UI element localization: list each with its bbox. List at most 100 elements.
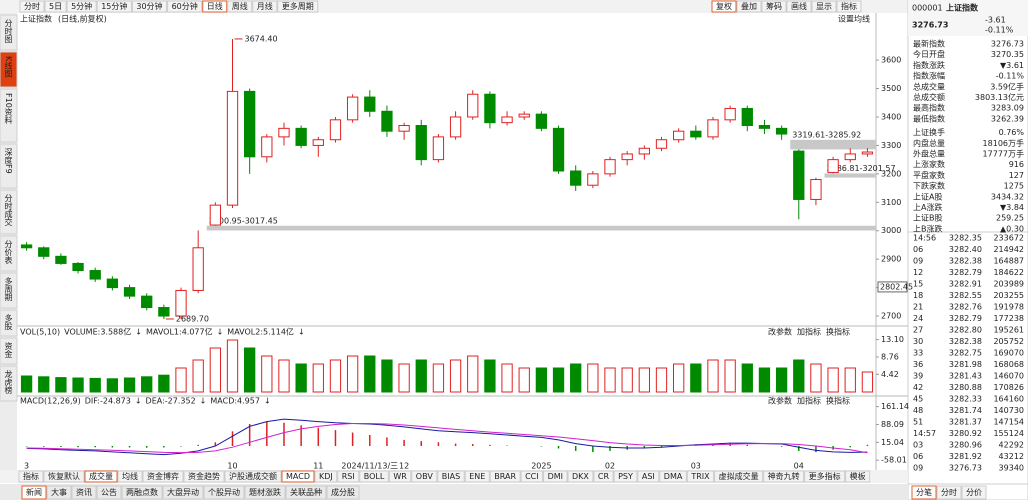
nav-tab[interactable]: 成分股 <box>331 487 355 497</box>
tool-tab[interactable]: 显示 <box>816 2 832 11</box>
indicator-tab[interactable]: DKX <box>572 472 589 481</box>
nav-tab[interactable]: 新闻 <box>26 487 42 497</box>
indicator-tab[interactable]: 更多指标 <box>809 471 841 481</box>
period-tab[interactable]: 月线 <box>257 1 273 11</box>
indicator-tab[interactable]: KDJ <box>319 472 333 481</box>
sidebar-item[interactable]: 多周期 <box>4 276 13 302</box>
indicator-tab[interactable]: MACD <box>286 472 310 481</box>
indicator-tab[interactable]: 资金博弈 <box>147 471 179 481</box>
indicator-tab[interactable]: 资金趋势 <box>188 471 220 481</box>
indicator-tab[interactable]: CR <box>598 472 610 481</box>
period-tab[interactable]: 5日 <box>49 2 62 11</box>
volume-bar <box>775 367 788 393</box>
period-tab[interactable]: 更多周期 <box>282 1 314 11</box>
candle-body <box>449 116 462 138</box>
panel-button[interactable]: 加指标 <box>797 327 821 337</box>
panel-button[interactable]: 改参数 <box>768 327 792 337</box>
period-tab[interactable]: 30分钟 <box>136 1 162 11</box>
indicator-tab[interactable]: BOLL <box>364 472 385 481</box>
indicator-tab[interactable]: TRIX <box>690 472 710 481</box>
stat-label: 指数涨跌 <box>913 60 945 70</box>
indicator-tab[interactable]: 均线 <box>122 471 138 481</box>
quote-tab[interactable]: 分时 <box>941 487 957 497</box>
sidebar-item[interactable]: 深度F9 <box>4 148 13 174</box>
indicator-tab-box <box>489 470 521 483</box>
indicator-tab-box <box>117 470 143 483</box>
tool-tab[interactable]: 指标 <box>841 1 857 11</box>
candle-body <box>141 295 153 309</box>
panel-button[interactable]: 加指标 <box>797 396 821 406</box>
nav-tab[interactable]: 个股异动 <box>208 487 240 497</box>
tick-time: 48 <box>913 406 923 415</box>
indicator-tab[interactable]: ENE <box>469 472 485 481</box>
nav-tab[interactable]: 题材涨跌 <box>249 487 281 497</box>
nav-tab[interactable]: 资讯 <box>76 487 92 497</box>
tool-tab[interactable]: 画线 <box>791 1 807 11</box>
period-tab-box <box>66 0 97 13</box>
indicator-tab[interactable]: CCI <box>525 472 539 481</box>
quote-tab-box <box>961 485 987 500</box>
nav-tab[interactable]: 两融点数 <box>126 487 158 497</box>
sidebar-item[interactable]: 龙虎榜 <box>4 369 13 395</box>
indicator-tab[interactable]: DMI <box>548 472 563 481</box>
sidebar-item[interactable]: 分时图 <box>4 19 13 44</box>
tool-tab[interactable]: 叠加 <box>741 1 757 11</box>
indicator-tab[interactable]: ASI <box>642 472 655 481</box>
nav-tab[interactable]: 大事 <box>51 487 67 497</box>
sidebar-item[interactable]: 分价表 <box>4 240 13 265</box>
volume-bar <box>518 367 530 393</box>
volume-bar <box>398 363 410 393</box>
panel-button[interactable]: 改参数 <box>768 396 792 406</box>
sidebar-item[interactable]: 分时成交 <box>4 194 13 227</box>
sidebar-item[interactable]: 多股 <box>4 313 13 331</box>
nav-tab[interactable]: 大盘异动 <box>167 487 199 497</box>
indicator-tab[interactable]: 指标 <box>23 471 39 481</box>
tick-time: 36 <box>913 360 923 369</box>
stat-label: 最低指数 <box>913 113 945 123</box>
period-tab[interactable]: 15分钟 <box>101 1 127 11</box>
indicator-tab[interactable]: 沪股通成交额 <box>229 471 277 481</box>
indicator-tab[interactable]: 神奇九转 <box>768 471 800 481</box>
quote-tab[interactable]: 分价 <box>966 488 982 497</box>
period-tab[interactable]: 周线 <box>232 1 248 11</box>
candle-body <box>844 153 856 161</box>
indicator-tab[interactable]: 模板 <box>850 471 866 481</box>
sidebar-item[interactable]: K线图 <box>4 56 13 78</box>
indicator-tab[interactable]: DMA <box>664 472 683 481</box>
volume-bar <box>741 363 753 393</box>
sidebar-item[interactable]: 资金 <box>4 341 13 358</box>
indicator-tab[interactable]: 恢复默认 <box>48 471 80 481</box>
indicator-tab-box <box>567 470 594 483</box>
indicator-header: ↓ <box>298 328 305 337</box>
indicator-tab[interactable]: BIAS <box>442 472 460 481</box>
stat-label: 外盘总量 <box>913 149 945 159</box>
indicator-tab[interactable]: 虚拟成交量 <box>719 471 759 481</box>
indicator-tab[interactable]: RSI <box>342 472 355 481</box>
period-tab[interactable]: 5分钟 <box>71 1 92 11</box>
tool-tab[interactable]: 复权 <box>716 1 732 11</box>
period-tab[interactable]: 分时 <box>24 1 40 11</box>
nav-tab-box <box>326 485 360 500</box>
sidebar-item[interactable]: F10资料 <box>4 93 13 125</box>
nav-tab[interactable]: 关联品种 <box>290 487 322 497</box>
indicator-tab[interactable]: BRAR <box>494 472 516 481</box>
tick-time: 51 <box>913 418 923 427</box>
indicator-header: DEA:-27.352 <box>146 397 196 406</box>
indicator-tab[interactable]: OBV <box>416 472 434 481</box>
panel-button[interactable]: 换指标 <box>826 327 850 337</box>
indicator-tab[interactable]: 成交量 <box>89 471 113 481</box>
ma-setting[interactable]: 设置均线 <box>838 14 870 24</box>
indicator-tab[interactable]: PSY <box>618 472 633 481</box>
nav-tab[interactable]: 公告 <box>101 487 117 497</box>
quote-tab[interactable]: 分笔 <box>916 487 932 497</box>
candle-body <box>638 147 650 155</box>
tool-tab[interactable]: 筹码 <box>766 1 782 11</box>
period-tab[interactable]: 60分钟 <box>172 1 198 11</box>
tool-tab-box <box>736 0 762 13</box>
volume-bar <box>123 377 136 393</box>
volume-bar <box>364 355 376 393</box>
candle-body <box>587 173 599 186</box>
indicator-tab[interactable]: WR <box>393 472 407 481</box>
period-tab[interactable]: 日线 <box>207 1 223 11</box>
panel-button[interactable]: 换指标 <box>826 396 850 406</box>
